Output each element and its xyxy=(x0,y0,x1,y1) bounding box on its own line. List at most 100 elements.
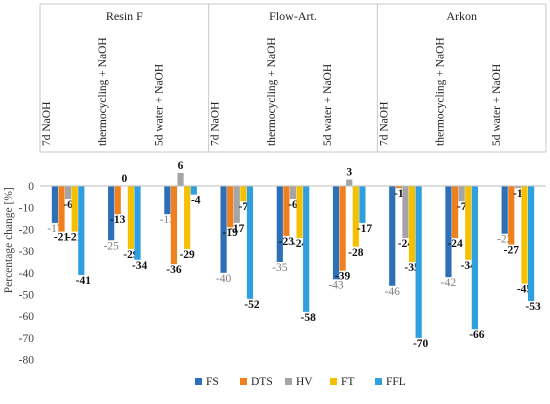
data-label: -42 xyxy=(441,277,457,289)
data-label: -43 xyxy=(328,279,344,291)
bar-dts xyxy=(170,186,178,265)
y-tick-label: -10 xyxy=(19,203,35,215)
category-label-7d-naoh: 7d NaOH xyxy=(378,102,390,146)
y-tick-label: -30 xyxy=(19,246,35,258)
bar-dts xyxy=(395,186,402,189)
data-label: -36 xyxy=(166,264,182,276)
bar-dts xyxy=(283,186,290,236)
bar-ft xyxy=(127,186,135,249)
bar-fs xyxy=(276,186,283,262)
bar-hv xyxy=(289,186,297,200)
group-label-arkon: Arkon xyxy=(446,9,477,23)
legend-swatch-ffl xyxy=(375,378,382,385)
data-label: -70 xyxy=(413,338,429,350)
y-tick-label: -70 xyxy=(19,333,35,345)
data-label: 0 xyxy=(121,173,127,185)
bar-ft xyxy=(408,186,416,262)
category-label-thermocycling-naoh: thermocycling + NaOH xyxy=(97,37,109,146)
bar-ft xyxy=(184,186,191,249)
data-label: -23 xyxy=(279,236,295,248)
bar-fs xyxy=(332,186,340,280)
bar-hv xyxy=(458,186,465,202)
data-label: -7 xyxy=(457,201,467,213)
bar-ffl xyxy=(527,186,535,302)
category-label-thermocycling-naoh: thermocycling + NaOH xyxy=(435,37,447,146)
bar-hv xyxy=(65,186,72,200)
data-label: -17 xyxy=(229,223,245,235)
bar-ft xyxy=(521,186,528,284)
data-label: -13 xyxy=(110,214,126,226)
bar-hv xyxy=(233,186,240,223)
bar-fs xyxy=(389,186,396,286)
bar-dts xyxy=(227,186,234,228)
data-label: -58 xyxy=(301,312,317,324)
bar-ffl xyxy=(359,186,366,223)
data-label: -34 xyxy=(132,260,148,272)
group-label-resin-f: Resin F xyxy=(106,9,143,23)
data-label: -27 xyxy=(504,245,520,257)
bar-fs xyxy=(445,186,452,278)
y-tick-label: -20 xyxy=(19,224,35,236)
legend-label-ft: FT xyxy=(341,376,354,388)
bar-dts xyxy=(339,186,346,271)
bar-ft xyxy=(352,186,359,247)
bar-dts xyxy=(114,186,121,215)
bar-ffl xyxy=(78,186,85,275)
bar-ft xyxy=(240,186,247,202)
bar-ffl xyxy=(415,186,422,338)
data-label: -1 xyxy=(394,188,404,200)
data-label: -28 xyxy=(348,247,364,259)
data-label: -24 xyxy=(447,238,463,250)
data-label: -40 xyxy=(216,273,232,285)
data-label: -4 xyxy=(191,195,201,207)
data-label: -53 xyxy=(525,301,541,313)
bar-hv xyxy=(514,186,521,189)
data-label: 6 xyxy=(178,160,184,172)
category-label-5d-water-naoh: 5d water + NaOH xyxy=(491,64,503,146)
data-label: -6 xyxy=(288,199,298,211)
group-label-flow-art: Flow-Art. xyxy=(269,9,317,23)
legend-label-dts: DTS xyxy=(251,376,273,388)
category-label-5d-water-naoh: 5d water + NaOH xyxy=(322,64,334,146)
legend-label-ffl: FFL xyxy=(386,376,406,388)
data-label: -21 xyxy=(54,232,70,244)
data-label: -41 xyxy=(76,275,92,287)
data-label: -52 xyxy=(244,299,260,311)
data-label: -19 xyxy=(223,227,239,239)
legend-label-hv: HV xyxy=(296,376,313,388)
category-label-7d-naoh: 7d NaOH xyxy=(210,102,222,146)
category-label-7d-naoh: 7d NaOH xyxy=(41,102,53,146)
bar-fs xyxy=(164,186,171,215)
bar-ffl xyxy=(303,186,310,312)
bar-fs xyxy=(501,186,508,234)
category-label-thermocycling-naoh: thermocycling + NaOH xyxy=(266,37,278,146)
data-label: -46 xyxy=(385,286,401,298)
data-label: -1 xyxy=(513,188,523,200)
y-tick-label: -80 xyxy=(19,355,35,367)
bar-hv xyxy=(346,179,353,186)
bar-ffl xyxy=(471,186,478,330)
legend-swatch-dts xyxy=(240,378,247,385)
bar-ft xyxy=(71,186,78,232)
bar-dts xyxy=(451,186,459,239)
y-tick-label: -40 xyxy=(19,268,35,280)
bar-fs xyxy=(108,186,115,241)
legend-swatch-ft xyxy=(330,378,337,385)
bar-ffl xyxy=(134,186,141,260)
data-label: -17 xyxy=(357,223,373,235)
bar-ft xyxy=(465,186,472,260)
bar-hv xyxy=(177,172,184,186)
legend-swatch-fs xyxy=(195,378,202,385)
bar-fs xyxy=(220,186,227,273)
y-tick-label: 0 xyxy=(28,181,34,193)
data-label: -39 xyxy=(335,271,351,283)
legend-swatch-hv xyxy=(285,378,292,385)
data-label: -29 xyxy=(179,249,195,261)
data-label: -25 xyxy=(103,240,119,252)
bar-dts xyxy=(508,186,515,245)
data-label: -7 xyxy=(239,201,249,213)
y-tick-label: -60 xyxy=(19,311,35,323)
bar-ffl xyxy=(246,186,254,299)
